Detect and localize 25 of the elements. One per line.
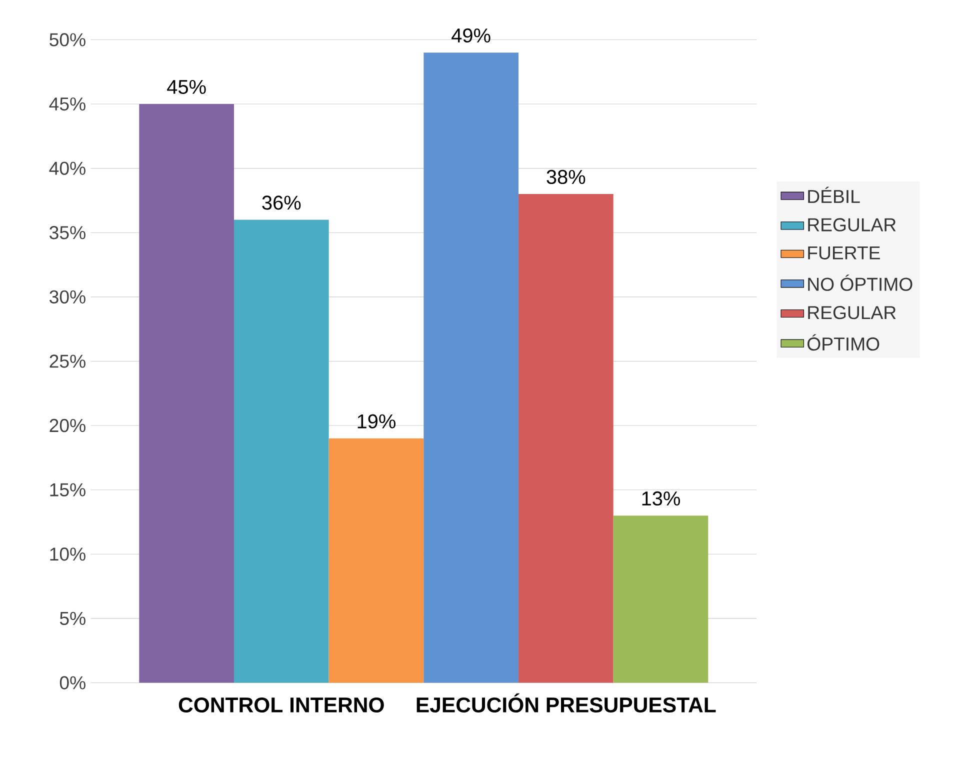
y-tick-label: 0% <box>60 676 86 690</box>
y-tick-label: 50% <box>50 33 86 46</box>
x-tick-label: CONTROL INTERNO <box>178 697 384 712</box>
legend-label: REGULAR <box>808 218 896 232</box>
y-tick-label: 40% <box>49 162 86 175</box>
data-label: 45% <box>167 80 206 94</box>
data-label: 38% <box>546 170 586 184</box>
y-tick-label: 10% <box>50 548 86 561</box>
legend-label: NO ÓPTIMO <box>808 274 912 291</box>
x-tick-label: EJECUCIÓN PRESUPUESTAL <box>416 693 716 712</box>
data-label: 36% <box>262 196 301 210</box>
data-label: 19% <box>358 414 396 428</box>
y-tick-label: 15% <box>50 483 86 496</box>
y-tick-label: 30% <box>50 290 86 304</box>
legend-label: ÓPTIMO <box>808 334 880 351</box>
y-tick-label: 45% <box>49 97 86 111</box>
data-label: 49% <box>452 28 490 43</box>
legend-label: FUERTE <box>808 246 880 260</box>
y-tick-label: 5% <box>60 612 86 625</box>
y-tick-label: 20% <box>50 418 86 432</box>
legend-label: REGULAR <box>808 306 896 320</box>
data-label: 13% <box>642 491 680 506</box>
y-tick-label: 25% <box>50 354 86 368</box>
y-tick-label: 35% <box>50 226 86 240</box>
legend-label: DÉBIL <box>808 186 860 203</box>
